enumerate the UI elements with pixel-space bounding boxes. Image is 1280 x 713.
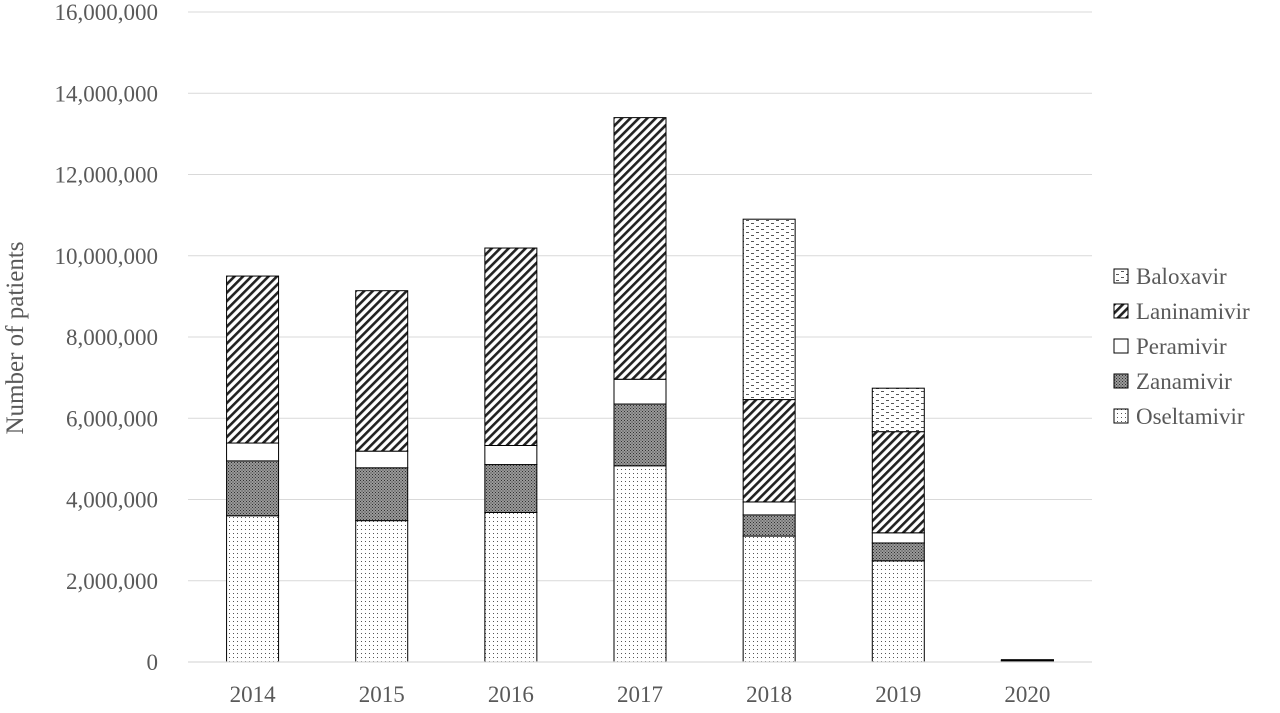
bar-segment-zanamivir-2019 [871, 542, 925, 562]
legend-label-zanamivir: Zanamivir [1136, 369, 1232, 394]
bar-segment-oseltamivir-2018 [742, 535, 796, 663]
legend-swatch-baloxavir [1113, 268, 1129, 284]
bar-segment-zanamivir-2015 [355, 467, 409, 522]
y-tick-label: 8,000,000 [66, 325, 158, 350]
bar-segment-laninamivir-2018 [742, 399, 796, 503]
bar-segment-laninamivir-2017 [613, 117, 667, 380]
bar-segment-oseltamivir-2015 [355, 520, 409, 663]
x-tick-label: 2019 [875, 682, 921, 707]
bar-segment-laninamivir-2016 [484, 247, 538, 446]
legend-label-peramivir: Peramivir [1136, 334, 1227, 359]
bar-segment-zanamivir-2018 [742, 514, 796, 537]
y-tick-label: 0 [147, 650, 159, 675]
x-tick-label: 2014 [230, 682, 277, 707]
bar-segment-laninamivir-2019 [871, 431, 925, 534]
bars [226, 117, 1054, 663]
y-tick-label: 16,000,000 [55, 0, 159, 25]
legend-swatch-zanamivir [1113, 373, 1129, 389]
bar-segment-oseltamivir-2019 [871, 560, 925, 663]
legend-swatch-oseltamivir [1113, 408, 1129, 424]
legend-label-laninamivir: Laninamivir [1136, 299, 1250, 324]
bar-segment-oseltamivir-2014 [226, 515, 280, 663]
y-tick-label: 14,000,000 [55, 81, 159, 106]
bar-segment-baloxavir-2019 [871, 387, 925, 433]
bar-segment-zanamivir-2014 [226, 460, 280, 517]
legend-swatch-peramivir [1113, 338, 1129, 354]
bar-segment-laninamivir-2015 [355, 290, 409, 452]
legend-label-baloxavir: Baloxavir [1136, 264, 1227, 289]
bar-segment-baloxavir-2020 [1000, 659, 1054, 662]
bar-segment-peramivir-2014 [226, 442, 280, 462]
legend-label-oseltamivir: Oseltamivir [1136, 404, 1245, 429]
bar-segment-oseltamivir-2016 [484, 512, 538, 663]
bar-segment-peramivir-2016 [484, 444, 538, 466]
bar-segment-peramivir-2017 [613, 378, 667, 405]
y-tick-label: 12,000,000 [55, 163, 159, 188]
legend: Baloxavir Laninamivir Peramivir Zanamivir Os… [1113, 264, 1250, 429]
bar-segment-peramivir-2015 [355, 450, 409, 469]
y-axis-tick-labels: 0 2,000,000 4,000,000 6,000,000 8,000,000 10,… [55, 0, 159, 675]
bar-segment-laninamivir-2014 [226, 275, 280, 444]
bar-segment-peramivir-2018 [742, 501, 796, 516]
x-tick-label: 2017 [617, 682, 663, 707]
x-tick-label: 2016 [488, 682, 534, 707]
y-tick-label: 2,000,000 [66, 569, 158, 594]
bar-segment-baloxavir-2018 [742, 218, 796, 401]
y-axis-title: Number of patients [2, 241, 29, 434]
legend-swatch-laninamivir [1113, 303, 1129, 319]
x-tick-label: 2015 [359, 682, 405, 707]
bar-segment-zanamivir-2016 [484, 464, 538, 513]
y-tick-label: 4,000,000 [66, 488, 158, 513]
bar-segment-peramivir-2019 [871, 532, 925, 544]
y-tick-label: 6,000,000 [66, 406, 158, 431]
bar-segment-oseltamivir-2017 [613, 465, 667, 663]
x-axis-tick-labels: 2014 2015 2016 2017 2018 2019 2020 [230, 682, 1051, 707]
x-tick-label: 2018 [746, 682, 792, 707]
x-tick-label: 2020 [1004, 682, 1050, 707]
bar-segment-zanamivir-2017 [613, 403, 667, 467]
y-tick-label: 10,000,000 [55, 244, 159, 269]
